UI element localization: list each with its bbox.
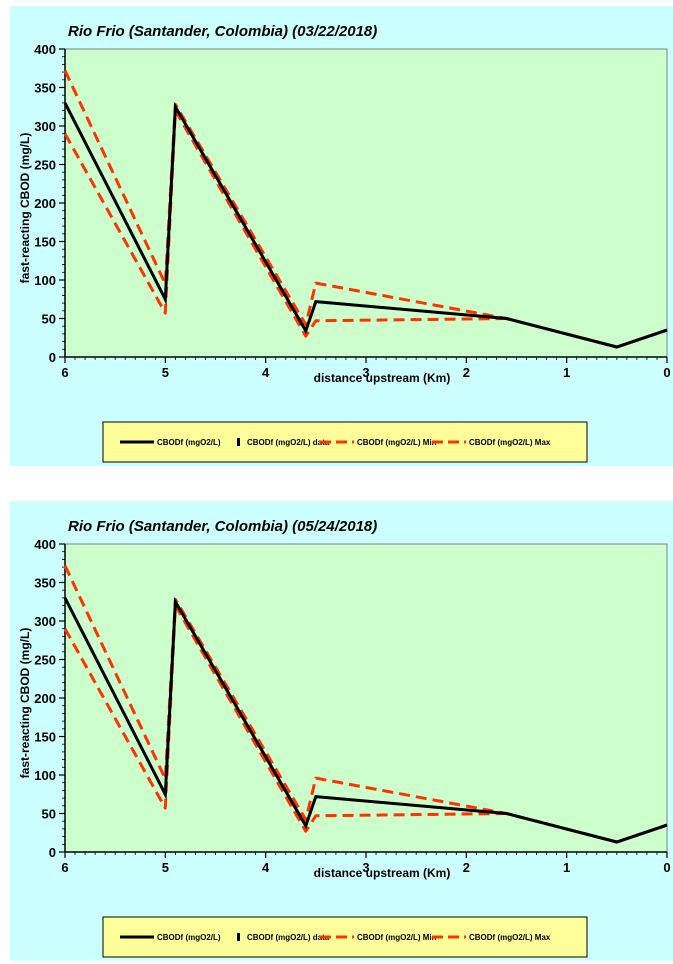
x-tick-label: 4 — [262, 860, 270, 875]
x-axis-title: distance upstream (Km) — [314, 371, 451, 385]
y-tick-label: 100 — [34, 273, 56, 288]
plot-area — [64, 543, 668, 853]
x-tick-label: 3 — [362, 365, 369, 380]
y-tick-label: 350 — [34, 576, 56, 591]
chart-panel: Rio Frio (Santander, Colombia) (05/24/20… — [10, 501, 673, 961]
legend-label: CBODf (mgO2/L) Max — [469, 933, 551, 942]
legend-label: CBODf (mgO2/L) Min — [357, 438, 437, 447]
x-tick-label: 1 — [563, 365, 570, 380]
legend-label: CBODf (mgO2/L) Min — [357, 933, 437, 942]
y-tick-label: 250 — [34, 158, 56, 173]
y-axis-title: fast-reacting CBOD (mg/L) — [18, 133, 32, 284]
legend-label: CBODf (mgO2/L) — [157, 933, 221, 942]
legend-swatch — [237, 933, 240, 941]
y-tick-label: 250 — [34, 653, 56, 668]
x-tick-label: 0 — [663, 860, 670, 875]
legend-label: CBODf (mgO2/L) Max — [469, 438, 551, 447]
legend-label: CBODf (mgO2/L) data — [247, 438, 330, 447]
y-tick-label: 300 — [34, 614, 56, 629]
y-tick-label: 0 — [49, 845, 56, 860]
x-tick-label: 2 — [463, 860, 470, 875]
chart-svg: Rio Frio (Santander, Colombia) (03/22/20… — [10, 6, 673, 466]
x-tick-label: 6 — [61, 365, 68, 380]
chart-svg: Rio Frio (Santander, Colombia) (05/24/20… — [10, 501, 673, 961]
y-tick-label: 100 — [34, 768, 56, 783]
x-tick-label: 5 — [162, 365, 169, 380]
x-tick-label: 1 — [563, 860, 570, 875]
y-tick-label: 400 — [34, 42, 56, 57]
x-axis-title: distance upstream (Km) — [314, 866, 451, 880]
chart-panel: Rio Frio (Santander, Colombia) (03/22/20… — [10, 6, 673, 466]
y-tick-label: 350 — [34, 81, 56, 96]
x-tick-label: 4 — [262, 365, 270, 380]
chart-title: Rio Frio (Santander, Colombia) (05/24/20… — [68, 518, 377, 535]
legend-label: CBODf (mgO2/L) — [157, 438, 221, 447]
y-tick-label: 200 — [34, 691, 56, 706]
x-tick-label: 0 — [663, 365, 670, 380]
y-tick-label: 0 — [49, 350, 56, 365]
y-tick-label: 150 — [34, 730, 56, 745]
y-tick-label: 150 — [34, 235, 56, 250]
x-tick-label: 2 — [463, 365, 470, 380]
y-tick-label: 200 — [34, 196, 56, 211]
y-tick-label: 50 — [42, 312, 56, 327]
legend-swatch — [237, 438, 240, 446]
plot-area — [64, 48, 668, 358]
y-tick-label: 300 — [34, 119, 56, 134]
y-axis-title: fast-reacting CBOD (mg/L) — [18, 628, 32, 779]
x-tick-label: 6 — [61, 860, 68, 875]
series-line-model — [63, 101, 668, 349]
y-tick-label: 50 — [42, 807, 56, 822]
series-line-model — [63, 596, 668, 844]
x-tick-label: 3 — [362, 860, 369, 875]
y-tick-label: 400 — [34, 537, 56, 552]
legend-label: CBODf (mgO2/L) data — [247, 933, 330, 942]
x-tick-label: 5 — [162, 860, 169, 875]
chart-title: Rio Frio (Santander, Colombia) (03/22/20… — [68, 23, 377, 40]
